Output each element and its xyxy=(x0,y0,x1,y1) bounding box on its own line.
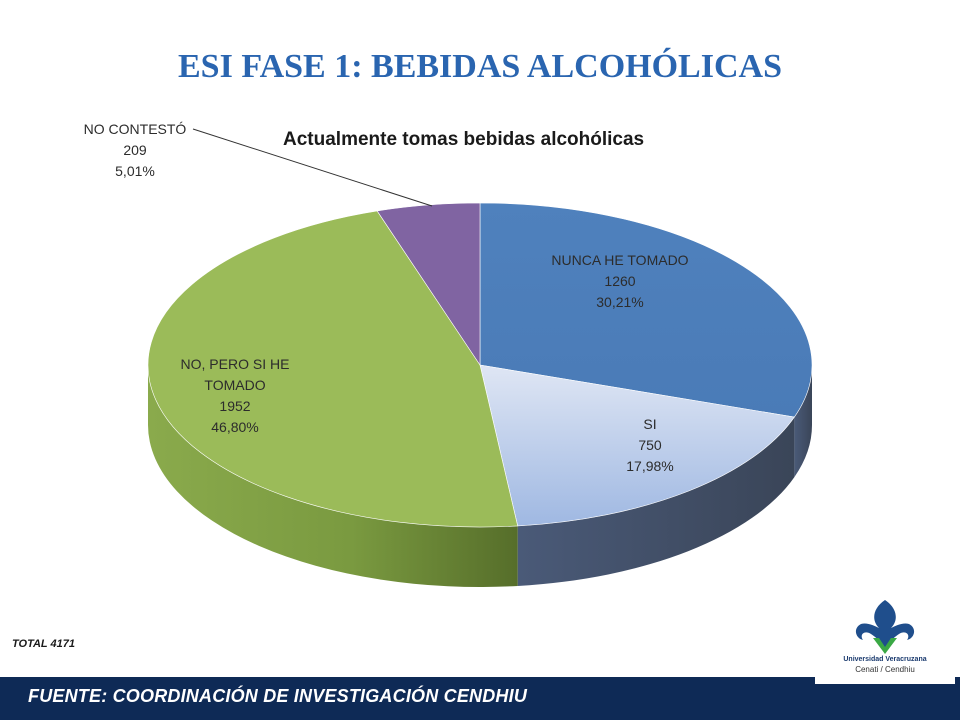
label-name: NUNCA HE TOMADO xyxy=(551,252,689,268)
label-name: SI xyxy=(643,416,657,432)
label-name: NO CONTESTÓ xyxy=(83,121,187,137)
label-si: SI 750 17,98% xyxy=(600,414,700,477)
slide-title: ESI FASE 1: BEBIDAS ALCOHÓLICAS xyxy=(178,48,782,85)
label-no-pero-si-he-tomado: NO, PERO SI HE TOMADO 1952 46,80% xyxy=(165,354,305,438)
label-name: NO, PERO SI HE TOMADO xyxy=(180,356,290,393)
label-percent: 46,80% xyxy=(211,419,259,435)
slice-side-nunca-he-tomado xyxy=(794,365,812,478)
footer-source: FUENTE: COORDINACIÓN DE INVESTIGACIÓN CE… xyxy=(28,686,528,706)
label-percent: 5,01% xyxy=(115,163,155,179)
label-percent: 30,21% xyxy=(596,294,644,310)
label-value: 750 xyxy=(638,437,662,453)
slice-side-no-pero-si-he-tomado xyxy=(148,365,518,587)
label-no-contesto: NO CONTESTÓ 209 5,01% xyxy=(60,119,210,182)
chart-title: Actualmente tomas bebidas alcohólicas xyxy=(283,129,645,150)
slice-no-pero-si-he-tomado xyxy=(147,210,519,528)
slice-nunca-he-tomado xyxy=(479,202,813,418)
label-value: 209 xyxy=(123,142,147,158)
slice-si xyxy=(479,364,795,527)
logo-subcaption: Cenati / Cendhiu xyxy=(855,665,915,674)
leader-line-no-contesto xyxy=(192,128,433,207)
label-value: 1952 xyxy=(219,398,251,414)
label-value: 1260 xyxy=(604,273,636,289)
slice-side-si xyxy=(517,417,795,586)
fleur-de-lis-icon xyxy=(855,600,915,654)
footer-bar xyxy=(0,677,960,720)
logo-caption: Universidad Veracruzana xyxy=(843,656,927,663)
total-count: TOTAL 4171 xyxy=(12,638,75,650)
university-logo: Universidad Veracruzana Cenati / Cendhiu xyxy=(815,594,955,684)
label-nunca-he-tomado: NUNCA HE TOMADO 1260 30,21% xyxy=(520,250,720,313)
label-percent: 17,98% xyxy=(626,458,674,474)
